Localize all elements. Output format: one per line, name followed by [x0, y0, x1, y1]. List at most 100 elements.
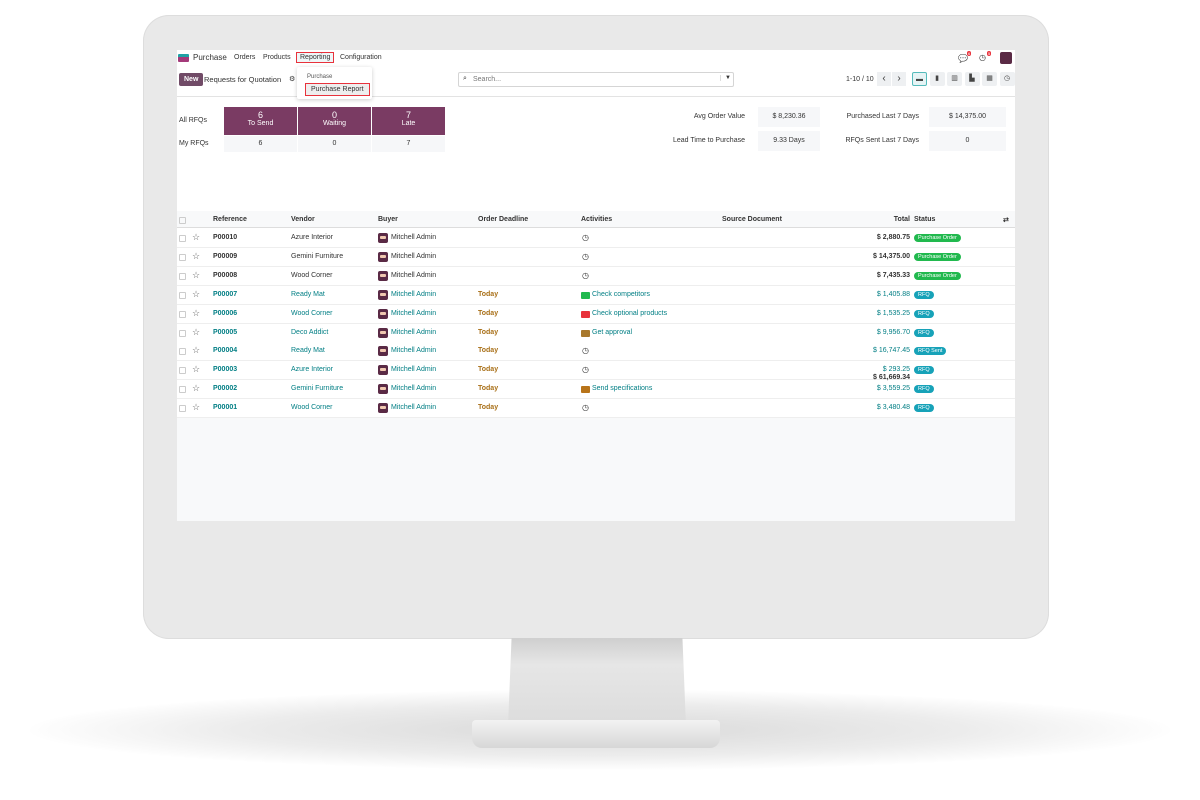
- star-icon[interactable]: ☆: [192, 250, 201, 261]
- pager-next-button[interactable]: ›: [892, 72, 906, 86]
- buyer[interactable]: Mitchell Admin: [391, 271, 437, 279]
- star-icon[interactable]: ☆: [192, 232, 201, 242]
- table-row[interactable]: ☆ P00002 Gemini Furniture Mitchell Admin Tod…: [177, 380, 1015, 400]
- activity[interactable]: Send specifications: [592, 385, 653, 393]
- pager-prev-button[interactable]: ‹: [877, 72, 891, 86]
- star-icon[interactable]: ☆: [192, 345, 201, 356]
- reference[interactable]: P00004: [213, 347, 238, 355]
- buyer[interactable]: Mitchell Admin: [391, 347, 437, 355]
- activity[interactable]: Check optional products: [592, 309, 668, 317]
- table-row[interactable]: ☆ P00008 Wood Corner Mitchell Admin ◷ $ 7,435…: [177, 266, 1015, 286]
- buyer[interactable]: Mitchell Admin: [391, 366, 437, 374]
- app-name[interactable]: Purchase: [193, 53, 227, 62]
- reference[interactable]: P00002: [213, 385, 238, 393]
- my-rfqs-to-send[interactable]: 6: [224, 136, 297, 152]
- nav-orders[interactable]: Orders: [234, 54, 256, 61]
- tile-waiting[interactable]: 0 Waiting: [298, 107, 371, 135]
- row-checkbox[interactable]: [179, 272, 186, 280]
- select-all-checkbox[interactable]: [179, 217, 186, 224]
- reference[interactable]: P00009: [213, 252, 238, 260]
- star-icon[interactable]: ☆: [192, 326, 201, 337]
- header-status[interactable]: Status: [914, 216, 936, 223]
- reference[interactable]: P00003: [213, 366, 238, 374]
- vendor[interactable]: Wood Corner: [291, 309, 333, 317]
- buyer[interactable]: Mitchell Admin: [391, 252, 437, 260]
- vendor[interactable]: Deco Addict: [291, 328, 329, 336]
- new-button[interactable]: New: [179, 73, 204, 86]
- reference[interactable]: P00005: [213, 328, 238, 336]
- graph-view-button[interactable]: ▙: [964, 72, 980, 86]
- chat-icon[interactable]: 💬: [958, 54, 968, 63]
- row-checkbox[interactable]: [179, 310, 186, 318]
- my-rfqs-waiting[interactable]: 0: [298, 136, 371, 152]
- table-row[interactable]: ☆ P00006 Wood Corner Mitchell Admin Today Che…: [177, 304, 1015, 324]
- vendor[interactable]: Wood Corner: [291, 271, 333, 279]
- table-row[interactable]: ☆ P00004 Ready Mat Mitchell Admin Today ◷ $ 16…: [177, 342, 1015, 362]
- buyer[interactable]: Mitchell Admin: [391, 309, 437, 317]
- kpi-value[interactable]: 9.33 Days: [758, 131, 820, 151]
- dropdown-item-purchase-report[interactable]: Purchase Report: [305, 83, 370, 96]
- user-avatar[interactable]: [1000, 52, 1012, 64]
- row-checkbox[interactable]: [179, 386, 186, 394]
- activity-clock-icon[interactable]: ◷: [582, 251, 589, 261]
- table-row[interactable]: ☆ P00001 Wood Corner Mitchell Admin Today ◷ $ …: [177, 399, 1015, 419]
- buyer[interactable]: Mitchell Admin: [391, 234, 437, 241]
- header-vendor[interactable]: Vendor: [291, 216, 315, 223]
- vendor[interactable]: Gemini Furniture: [291, 385, 344, 393]
- star-icon[interactable]: ☆: [192, 307, 201, 318]
- my-rfqs-late[interactable]: 7: [372, 136, 445, 152]
- star-icon[interactable]: ☆: [192, 364, 201, 375]
- row-checkbox[interactable]: [179, 291, 186, 299]
- row-checkbox[interactable]: [179, 405, 186, 413]
- vendor[interactable]: Gemini Furniture: [291, 252, 344, 260]
- row-checkbox[interactable]: [179, 235, 186, 242]
- row-checkbox[interactable]: [179, 253, 186, 261]
- optional-columns-icon[interactable]: ⇄: [1003, 217, 1009, 224]
- table-row[interactable]: ☆ P00010 Azure Interior Mitchell Admin ◷ $ 2,…: [177, 229, 1015, 248]
- pivot-view-button[interactable]: ▥: [947, 72, 962, 86]
- tile-late[interactable]: 7 Late: [372, 107, 445, 135]
- buyer[interactable]: Mitchell Admin: [391, 328, 437, 336]
- activity[interactable]: Get approval: [592, 328, 633, 336]
- header-buyer[interactable]: Buyer: [378, 216, 398, 223]
- header-source[interactable]: Source Document: [722, 216, 782, 223]
- activity-view-button[interactable]: ◷: [999, 72, 1015, 86]
- vendor[interactable]: Ready Mat: [291, 347, 325, 355]
- table-row[interactable]: ☆ P00005 Deco Addict Mitchell Admin Today Get…: [177, 323, 1015, 343]
- nav-products[interactable]: Products: [263, 54, 291, 61]
- kpi-value[interactable]: $ 8,230.36: [758, 107, 820, 127]
- header-deadline[interactable]: Order Deadline: [478, 216, 529, 223]
- buyer[interactable]: Mitchell Admin: [391, 290, 437, 298]
- reference[interactable]: P00008: [213, 271, 238, 279]
- tile-to-send[interactable]: 6 To Send: [224, 107, 297, 135]
- star-icon[interactable]: ☆: [192, 288, 201, 299]
- activity-clock-icon[interactable]: ◷: [582, 346, 589, 356]
- nav-reporting[interactable]: Reporting: [296, 52, 335, 63]
- search-input[interactable]: ⌕ Search... ▼: [458, 72, 734, 87]
- kanban-view-button[interactable]: ▮: [929, 72, 945, 86]
- kpi-value[interactable]: 0: [929, 131, 1006, 151]
- search-dropdown-toggle[interactable]: ▼: [720, 75, 731, 81]
- activity-clock-icon[interactable]: ◷: [582, 270, 589, 280]
- table-row[interactable]: ☆ P00007 Ready Mat Mitchell Admin Today Check…: [177, 285, 1015, 305]
- star-icon[interactable]: ☆: [192, 269, 201, 280]
- vendor[interactable]: Azure Interior: [291, 234, 334, 241]
- table-row[interactable]: ☆ P00009 Gemini Furniture Mitchell Admin ◷ $ …: [177, 247, 1015, 267]
- list-view-button[interactable]: ▬: [912, 72, 927, 86]
- header-total[interactable]: Total: [893, 216, 910, 223]
- vendor[interactable]: Ready Mat: [291, 290, 325, 298]
- buyer[interactable]: Mitchell Admin: [391, 404, 437, 412]
- reference[interactable]: P00006: [213, 309, 238, 317]
- reference[interactable]: P00007: [213, 290, 238, 298]
- reference[interactable]: P00001: [213, 404, 238, 412]
- header-activities[interactable]: Activities: [581, 216, 613, 223]
- activity-clock-icon[interactable]: ◷: [582, 365, 589, 375]
- reference[interactable]: P00010: [213, 234, 238, 241]
- row-checkbox[interactable]: [179, 348, 186, 356]
- calendar-view-button[interactable]: ▦: [982, 72, 997, 86]
- activity-clock-icon[interactable]: ◷: [582, 403, 589, 413]
- header-reference[interactable]: Reference: [213, 216, 247, 223]
- nav-configuration[interactable]: Configuration: [340, 54, 382, 61]
- buyer[interactable]: Mitchell Admin: [391, 385, 437, 393]
- row-checkbox[interactable]: [179, 367, 186, 375]
